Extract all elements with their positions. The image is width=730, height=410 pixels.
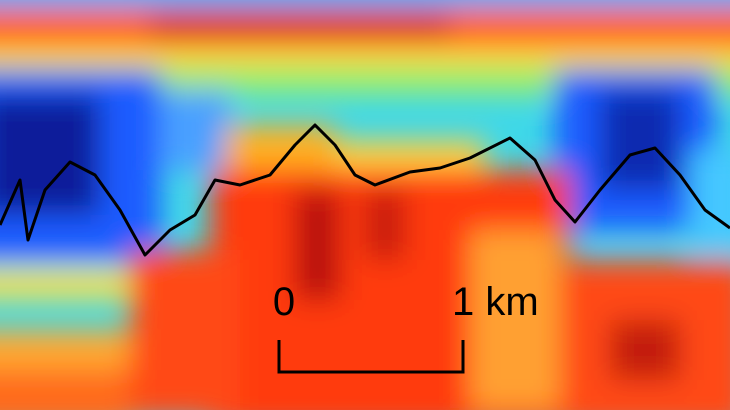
scale-end-label: 1 km <box>452 280 539 324</box>
scale-bar <box>277 340 465 374</box>
profile-curve <box>0 123 730 257</box>
scale-start-label: 0 <box>273 280 295 324</box>
